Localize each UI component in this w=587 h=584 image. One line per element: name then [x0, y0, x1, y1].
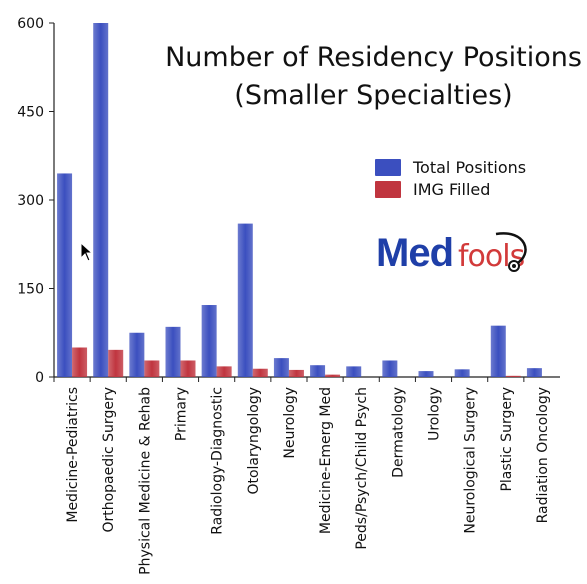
y-tick-label: 450	[17, 105, 44, 121]
x-tick-label: Medicine-Pediatrics	[65, 387, 81, 523]
bar-total-positions	[346, 366, 362, 377]
mouse-pointer-icon	[80, 242, 94, 262]
x-tick-label: Plastic Surgery	[499, 387, 515, 492]
legend-item-total: Total Positions	[375, 156, 526, 178]
legend-item-img: IMG Filled	[375, 178, 526, 200]
bar-img-filled	[180, 360, 196, 377]
y-tick-label: 150	[17, 282, 44, 298]
x-tick-label: Neurology	[282, 387, 298, 459]
x-tick-label: Dermatology	[390, 387, 406, 478]
bar-total-positions	[237, 223, 253, 377]
bar-total-positions	[382, 360, 398, 377]
bar-total-positions	[490, 325, 506, 377]
svg-text:Med: Med	[376, 231, 453, 275]
medfools-logo: Med fools	[376, 231, 527, 275]
bar-img-filled	[288, 369, 304, 377]
x-tick-label: Otolaryngology	[246, 387, 262, 495]
x-tick-label: Urology	[427, 387, 443, 441]
bar-total-positions	[93, 23, 109, 377]
chart-title: Number of Residency Positions	[165, 42, 582, 73]
bar-total-positions	[418, 371, 434, 377]
x-tick-label: Radiology-Diagnostic	[210, 387, 226, 535]
legend: Total Positions IMG Filled	[375, 156, 526, 200]
bar-total-positions	[129, 332, 145, 377]
x-tick-label: Medicine-Emerg Med	[318, 387, 334, 534]
bar-img-filled	[72, 347, 88, 377]
y-tick-label: 600	[17, 16, 44, 32]
bar-img-filled	[108, 349, 124, 377]
bar-total-positions	[310, 365, 326, 377]
x-tick-label: Primary	[174, 387, 190, 441]
legend-label-img: IMG Filled	[413, 179, 491, 199]
bar-total-positions	[273, 358, 289, 377]
chart-subtitle: (Smaller Specialties)	[234, 80, 513, 111]
legend-label-total: Total Positions	[413, 157, 527, 177]
bar-img-filled	[505, 375, 521, 377]
bar-total-positions	[165, 326, 181, 377]
legend-swatch-total	[375, 158, 401, 176]
bar-img-filled	[144, 360, 160, 377]
bar-img-filled	[325, 374, 341, 377]
legend-swatch-img	[375, 180, 401, 198]
x-tick-label: Orthopaedic Surgery	[101, 387, 117, 533]
bar-img-filled	[252, 368, 268, 377]
y-tick-label: 0	[35, 370, 44, 386]
bar-total-positions	[57, 173, 73, 377]
y-tick-label: 300	[17, 193, 44, 209]
bar-total-positions	[454, 369, 470, 377]
bar-total-positions	[526, 368, 542, 377]
x-tick-label: Physical Medicine & Rehab	[137, 387, 153, 575]
bar-img-filled	[216, 366, 232, 377]
x-tick-label: Peds/Psych/Child Psych	[354, 387, 370, 550]
x-tick-label: Radiation Oncology	[535, 387, 551, 523]
x-tick-label: Neurological Surgery	[463, 387, 479, 534]
bar-total-positions	[201, 305, 217, 377]
